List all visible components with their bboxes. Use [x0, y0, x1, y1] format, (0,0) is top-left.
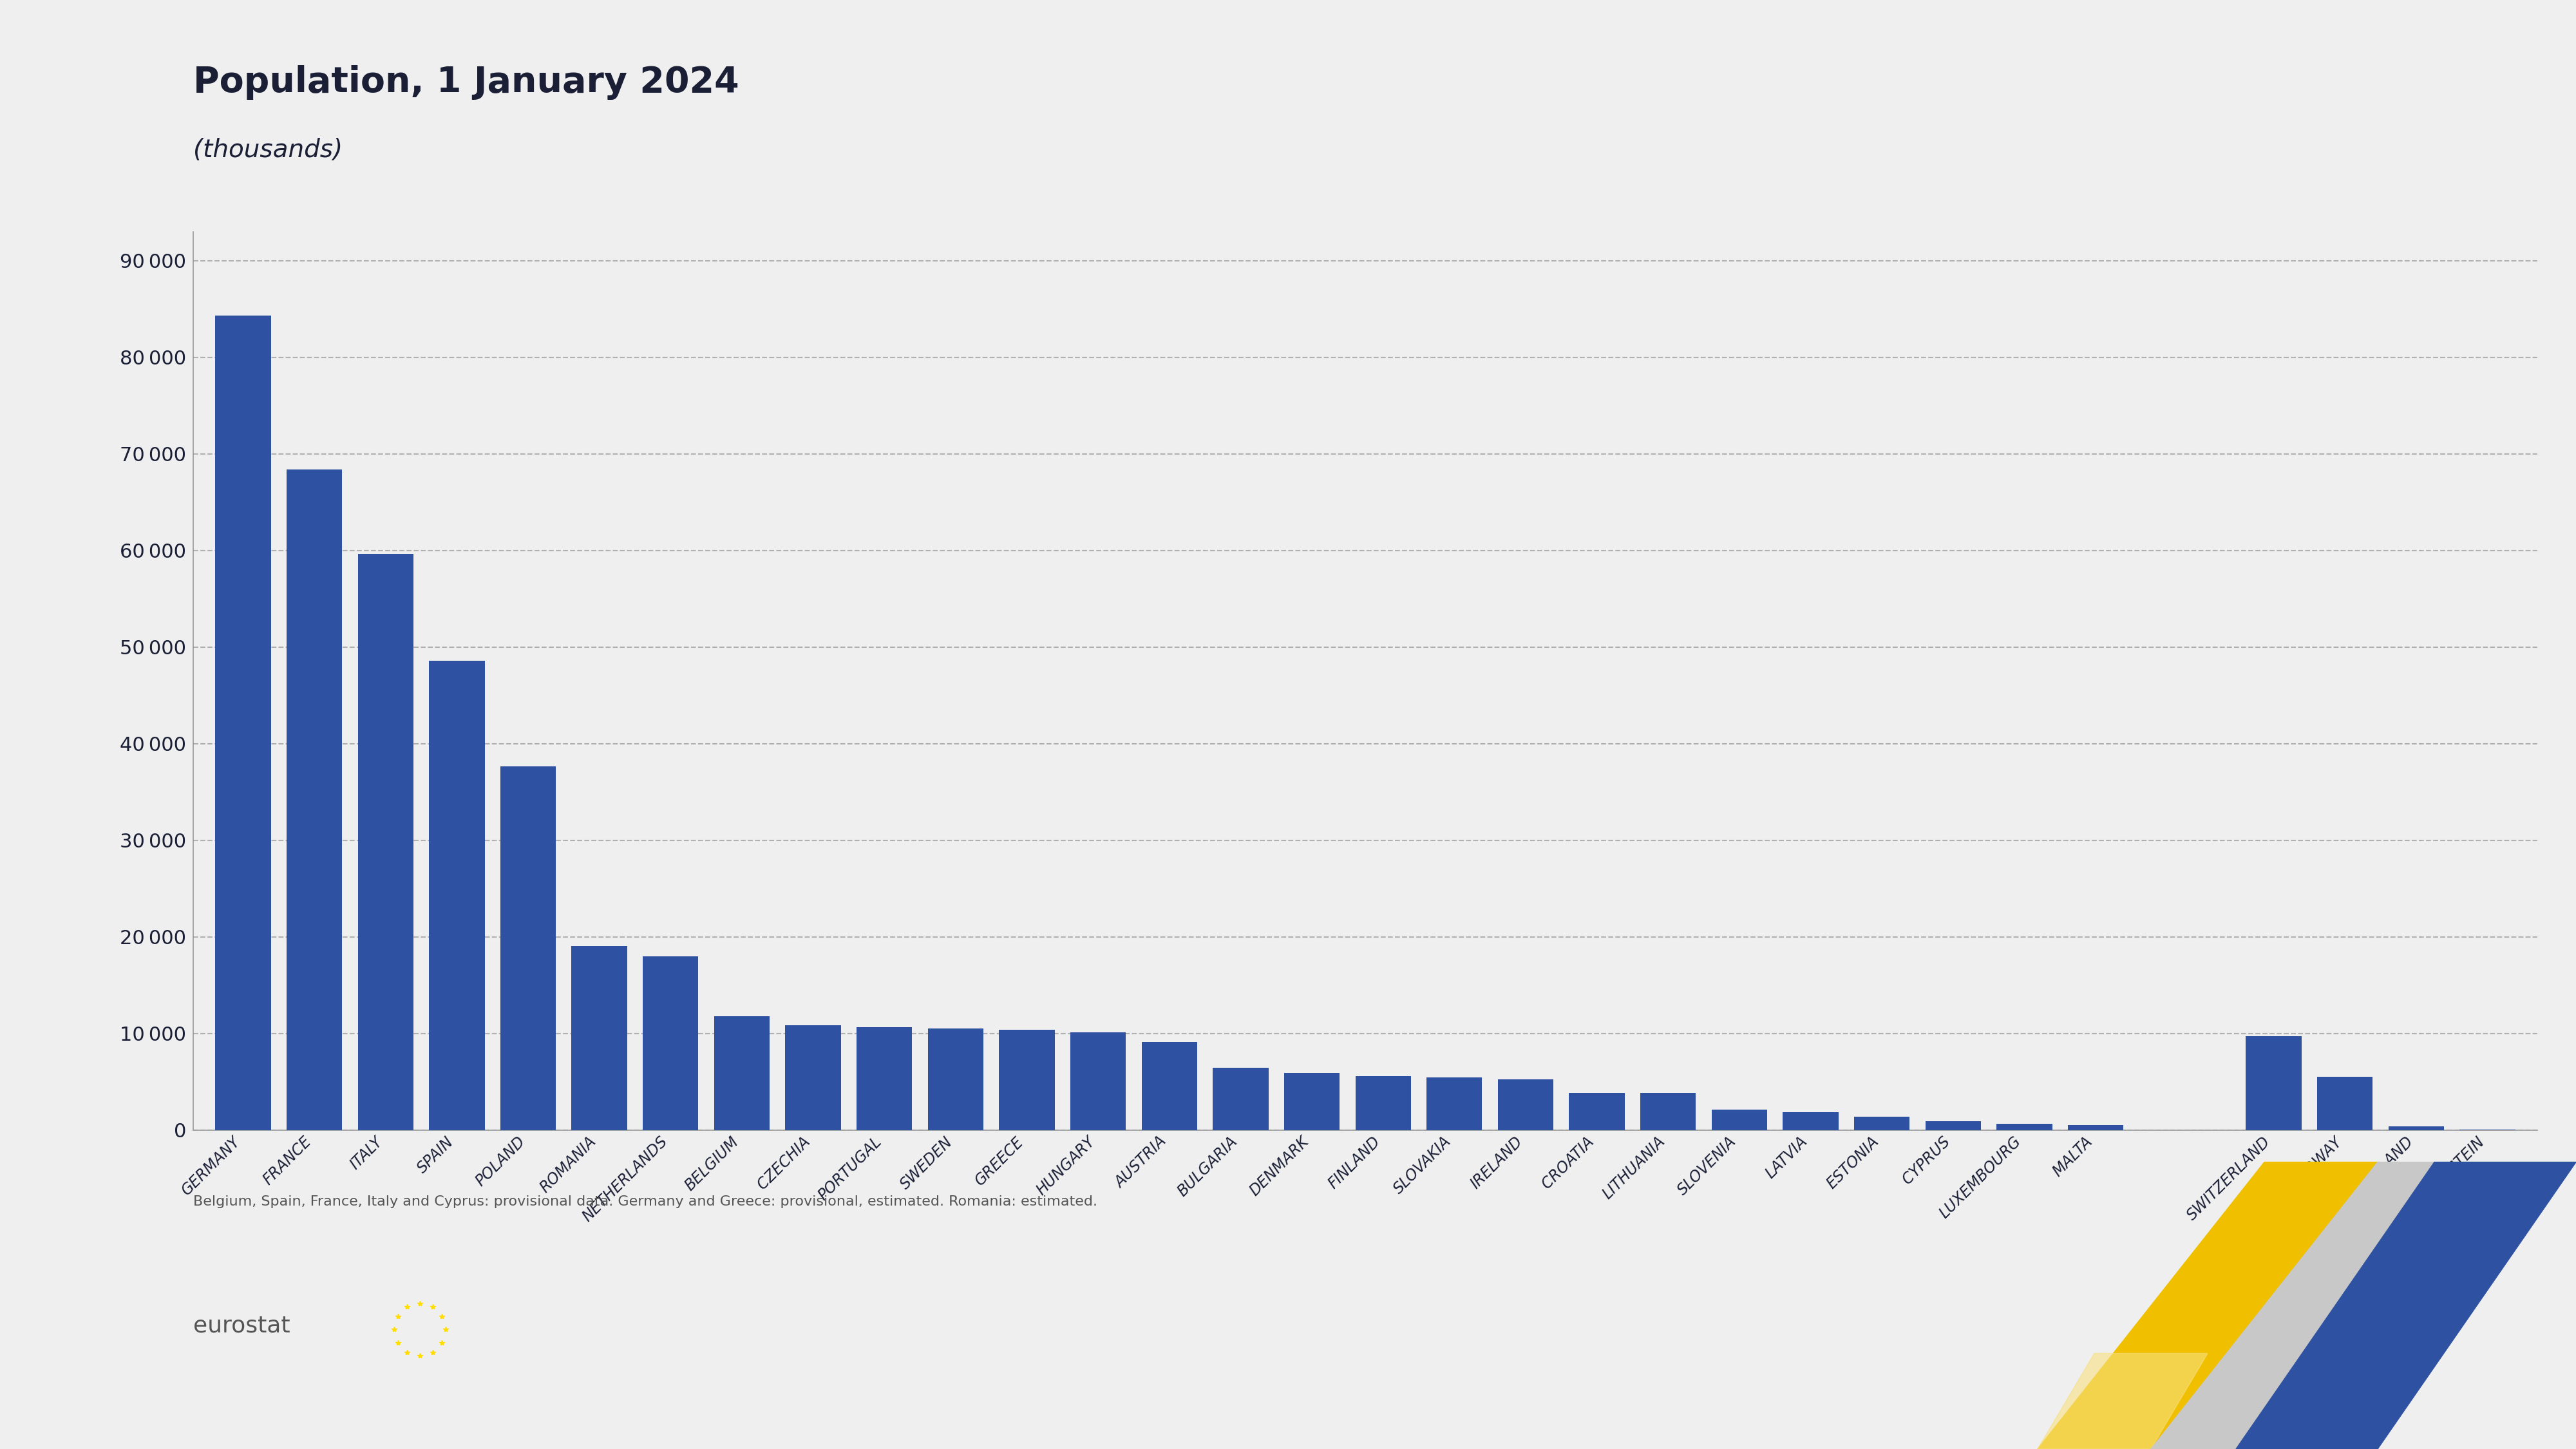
- Bar: [1283, 1072, 1340, 1130]
- Bar: [1855, 1117, 1909, 1130]
- Bar: [216, 316, 270, 1130]
- Bar: [1569, 1093, 1625, 1130]
- Bar: [1996, 1123, 2053, 1130]
- Bar: [1641, 1093, 1695, 1130]
- Bar: [430, 661, 484, 1130]
- Bar: [1141, 1042, 1198, 1130]
- Bar: [1069, 1032, 1126, 1130]
- Bar: [714, 1016, 770, 1130]
- Bar: [2069, 1124, 2123, 1130]
- Bar: [1355, 1077, 1412, 1130]
- Bar: [999, 1029, 1054, 1130]
- Polygon shape: [2038, 1162, 2378, 1449]
- Bar: [286, 469, 343, 1130]
- Bar: [858, 1027, 912, 1130]
- Bar: [2318, 1077, 2372, 1130]
- Bar: [786, 1024, 840, 1130]
- Polygon shape: [2038, 1353, 2208, 1449]
- Text: Belgium, Spain, France, Italy and Cyprus: provisional data. Germany and Greece: : Belgium, Spain, France, Italy and Cyprus…: [193, 1195, 1097, 1208]
- Bar: [1710, 1110, 1767, 1130]
- Bar: [1427, 1078, 1481, 1130]
- Polygon shape: [2236, 1162, 2576, 1449]
- Bar: [2246, 1036, 2300, 1130]
- Bar: [1924, 1122, 1981, 1130]
- Text: (thousands): (thousands): [193, 138, 343, 162]
- Bar: [1497, 1080, 1553, 1130]
- Text: Population, 1 January 2024: Population, 1 January 2024: [193, 65, 739, 100]
- Bar: [2388, 1126, 2445, 1130]
- Bar: [572, 946, 626, 1130]
- Text: eurostat: eurostat: [193, 1314, 291, 1337]
- Bar: [1783, 1111, 1839, 1130]
- Polygon shape: [2151, 1162, 2434, 1449]
- Bar: [358, 554, 412, 1130]
- Bar: [644, 956, 698, 1130]
- Bar: [500, 767, 556, 1130]
- Bar: [1213, 1068, 1267, 1130]
- Bar: [927, 1029, 984, 1130]
